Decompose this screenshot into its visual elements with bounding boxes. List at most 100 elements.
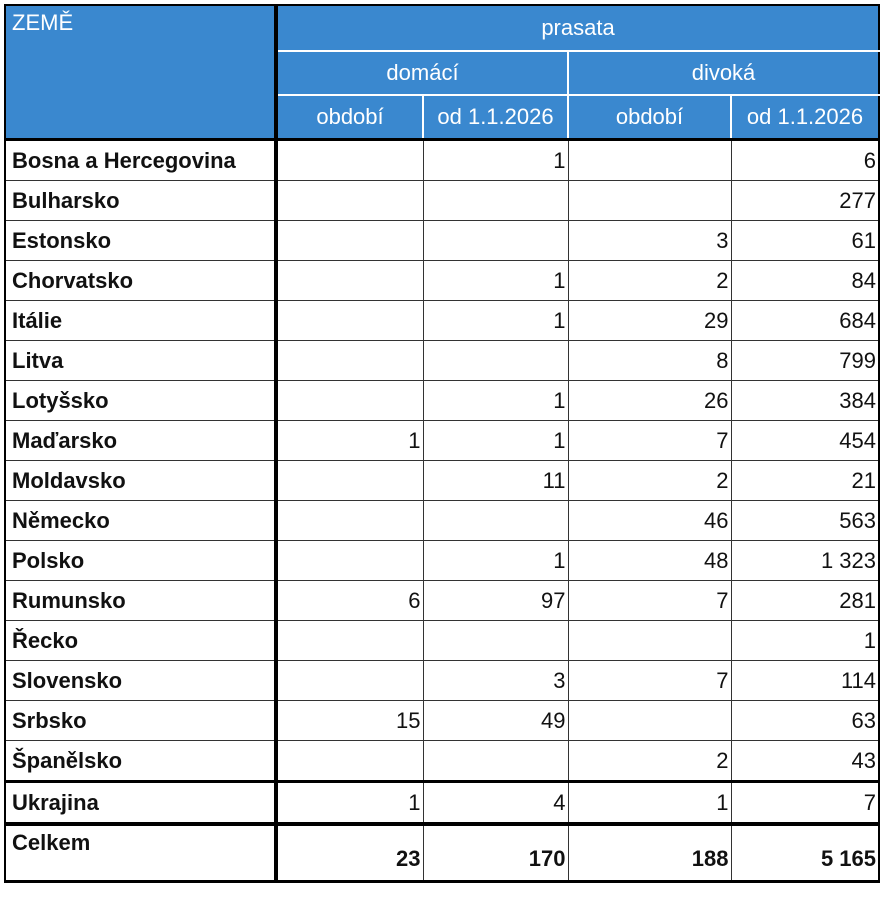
- domestic-since-header: od 1.1.2026: [422, 94, 569, 141]
- table-row: Německo 46 563: [4, 500, 881, 541]
- wild-since-cell: 61: [730, 220, 881, 261]
- country-name: Řecko: [4, 620, 278, 661]
- wild-since-cell: 384: [730, 380, 881, 421]
- country-name: Ukrajina: [4, 780, 278, 825]
- wild-period-cell: 48: [567, 540, 732, 581]
- table-row: Itálie 1 29 684: [4, 300, 881, 341]
- total-wild-since: 5 165: [730, 822, 881, 883]
- country-name: Litva: [4, 340, 278, 381]
- domestic-period-cell: [275, 380, 424, 421]
- table-row: Srbsko 15 49 63: [4, 700, 881, 741]
- table-row: Chorvatsko 1 2 84: [4, 260, 881, 301]
- country-name: Německo: [4, 500, 278, 541]
- domestic-since-cell: 97: [422, 580, 569, 621]
- wild-period-cell: 29: [567, 300, 732, 341]
- domestic-since-cell: 3: [422, 660, 569, 701]
- wild-since-cell: 1 323: [730, 540, 881, 581]
- country-column-header: ZEMĚ: [4, 4, 278, 141]
- wild-period-cell: 2: [567, 260, 732, 301]
- domestic-since-cell: 1: [422, 300, 569, 341]
- country-name: Slovensko: [4, 660, 278, 701]
- domestic-period-cell: [275, 460, 424, 501]
- wild-since-cell: 7: [730, 780, 881, 825]
- wild-since-cell: 563: [730, 500, 881, 541]
- wild-since-header: od 1.1.2026: [729, 94, 881, 141]
- domestic-period-cell: 1: [275, 780, 424, 825]
- domestic-since-cell: [422, 500, 569, 541]
- table-row: Španělsko 2 43: [4, 740, 881, 782]
- domestic-period-cell: 1: [275, 420, 424, 461]
- domestic-since-cell: 1: [422, 380, 569, 421]
- wild-period-cell: 1: [567, 780, 732, 825]
- table-row: Rumunsko 6 97 7 281: [4, 580, 881, 621]
- wild-since-cell: 114: [730, 660, 881, 701]
- domestic-period-cell: [275, 500, 424, 541]
- table-row: Moldavsko 11 2 21: [4, 460, 881, 501]
- domestic-period-cell: [275, 260, 424, 301]
- domestic-period-cell: [275, 620, 424, 661]
- outbreak-table: ZEMĚ prasata domácí divoká období od 1.1…: [4, 4, 881, 883]
- domestic-period-cell: 15: [275, 700, 424, 741]
- domestic-period-cell: [275, 220, 424, 261]
- wild-since-cell: 281: [730, 580, 881, 621]
- table-row: Litva 8 799: [4, 340, 881, 381]
- wild-since-cell: 43: [730, 740, 881, 782]
- country-name: Španělsko: [4, 740, 278, 782]
- wild-period-cell: 7: [567, 660, 732, 701]
- country-name: Bulharsko: [4, 180, 278, 221]
- wild-header: divoká: [566, 50, 881, 96]
- domestic-since-cell: [422, 740, 569, 782]
- domestic-since-cell: 1: [422, 540, 569, 581]
- table-row: Maďarsko 1 1 7 454: [4, 420, 881, 461]
- table-header: ZEMĚ prasata domácí divoká období od 1.1…: [4, 4, 881, 141]
- domestic-period-cell: [275, 300, 424, 341]
- country-name: Moldavsko: [4, 460, 278, 501]
- table-row: Polsko 1 48 1 323: [4, 540, 881, 581]
- wild-since-cell: 684: [730, 300, 881, 341]
- wild-period-cell: 3: [567, 220, 732, 261]
- domestic-period-header: období: [275, 94, 424, 141]
- domestic-period-cell: [275, 340, 424, 381]
- wild-period-cell: [567, 700, 732, 741]
- wild-period-cell: 26: [567, 380, 732, 421]
- domestic-since-cell: 49: [422, 700, 569, 741]
- wild-since-cell: 1: [730, 620, 881, 661]
- wild-period-header: období: [567, 94, 732, 141]
- wild-period-cell: 46: [567, 500, 732, 541]
- country-name: Itálie: [4, 300, 278, 341]
- table-row: Ukrajina 1 4 1 7: [4, 780, 881, 825]
- total-wild-period: 188: [567, 822, 732, 883]
- wild-period-cell: [567, 180, 732, 221]
- domestic-header: domácí: [275, 50, 569, 96]
- wild-period-cell: 7: [567, 420, 732, 461]
- total-label: Celkem: [4, 822, 278, 883]
- domestic-since-cell: [422, 340, 569, 381]
- wild-period-cell: [567, 138, 732, 181]
- domestic-since-cell: 11: [422, 460, 569, 501]
- domestic-since-cell: 4: [422, 780, 569, 825]
- wild-since-cell: 6: [730, 138, 881, 181]
- pigs-group-header: prasata: [274, 4, 881, 52]
- domestic-period-cell: 6: [275, 580, 424, 621]
- table-row: Bulharsko 277: [4, 180, 881, 221]
- table-row: Lotyšsko 1 26 384: [4, 380, 881, 421]
- domestic-since-cell: 1: [422, 420, 569, 461]
- wild-period-cell: 7: [567, 580, 732, 621]
- country-name: Chorvatsko: [4, 260, 278, 301]
- total-row: Celkem 23 170 188 5 165: [4, 822, 881, 883]
- country-name: Estonsko: [4, 220, 278, 261]
- domestic-period-cell: [275, 740, 424, 782]
- domestic-period-cell: [275, 138, 424, 181]
- country-name: Rumunsko: [4, 580, 278, 621]
- domestic-since-cell: 1: [422, 138, 569, 181]
- total-domestic-period: 23: [275, 822, 424, 883]
- wild-since-cell: 21: [730, 460, 881, 501]
- domestic-period-cell: [275, 180, 424, 221]
- domestic-period-cell: [275, 540, 424, 581]
- table-body: Bosna a Hercegovina 1 6 Bulharsko 277 Estonsk…: [4, 138, 881, 825]
- domestic-since-cell: [422, 620, 569, 661]
- table-row: Řecko 1: [4, 620, 881, 661]
- wild-since-cell: 277: [730, 180, 881, 221]
- country-name: Bosna a Hercegovina: [4, 138, 278, 181]
- country-name: Lotyšsko: [4, 380, 278, 421]
